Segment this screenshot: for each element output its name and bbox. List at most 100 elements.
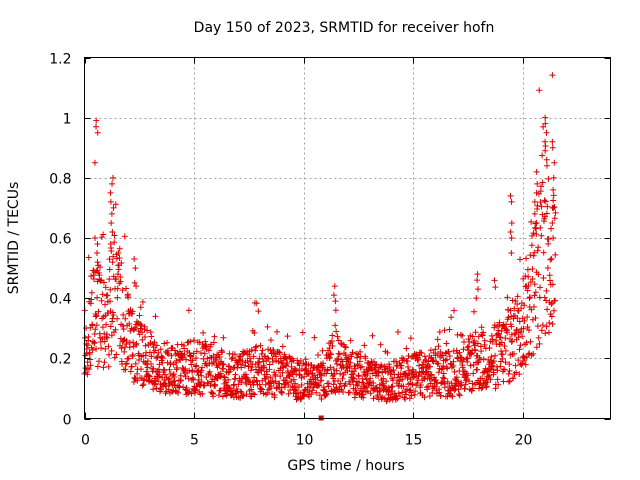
data-point: [129, 351, 136, 358]
data-point: [484, 379, 491, 386]
data-point: [138, 322, 145, 329]
data-point: [133, 341, 140, 348]
data-point: [377, 341, 384, 348]
data-point: [97, 264, 104, 271]
data-point: [201, 382, 208, 389]
data-point: [464, 358, 471, 365]
data-point: [386, 361, 393, 368]
data-point: [330, 292, 337, 299]
data-point: [176, 383, 183, 390]
data-point: [512, 362, 519, 369]
data-point: [228, 355, 235, 362]
data-point: [508, 331, 515, 338]
data-point: [320, 360, 327, 367]
data-point: [434, 336, 441, 343]
data-point: [504, 294, 511, 301]
data-point: [237, 388, 244, 395]
data-point: [451, 368, 458, 375]
data-point: [119, 287, 126, 294]
data-point: [346, 389, 353, 396]
data-point: [185, 375, 192, 382]
data-point: [403, 386, 410, 393]
data-point: [200, 329, 207, 336]
data-point: [238, 364, 245, 371]
data-point: [248, 346, 255, 353]
data-point: [166, 375, 173, 382]
data-point: [179, 354, 186, 361]
data-point: [408, 392, 415, 399]
data-point: [109, 309, 116, 316]
data-point: [550, 307, 557, 314]
data-point: [193, 355, 200, 362]
data-point: [328, 338, 335, 345]
data-point: [231, 376, 238, 383]
data-point: [406, 395, 413, 402]
data-point: [311, 334, 318, 341]
data-point: [530, 303, 537, 310]
data-point: [94, 259, 101, 266]
data-point: [521, 302, 528, 309]
data-point: [114, 294, 121, 301]
data-point: [333, 367, 340, 374]
data-point: [535, 244, 542, 251]
data-point: [367, 390, 374, 397]
data-point: [349, 349, 356, 356]
data-point: [453, 374, 460, 381]
data-point: [256, 381, 263, 388]
data-point: [390, 367, 397, 374]
data-point: [91, 159, 98, 166]
data-point: [110, 204, 117, 211]
data-point: [158, 386, 165, 393]
data-point: [437, 392, 444, 399]
data-point: [87, 356, 94, 363]
data-point: [107, 298, 114, 305]
data-point: [202, 341, 209, 348]
data-point: [471, 308, 478, 315]
data-point: [510, 350, 517, 357]
data-point: [144, 327, 151, 334]
data-point: [91, 235, 98, 241]
data-point: [185, 307, 192, 314]
data-point: [173, 366, 180, 373]
data-point: [146, 373, 153, 380]
data-point: [380, 375, 387, 382]
data-point: [494, 376, 501, 383]
x-tick-label: 0: [81, 433, 90, 449]
data-point: [416, 362, 423, 369]
data-point: [171, 377, 178, 384]
data-point: [97, 277, 104, 284]
data-point: [302, 356, 309, 363]
data-point: [451, 387, 458, 394]
data-point: [534, 180, 541, 187]
data-point: [549, 138, 556, 145]
data-point: [269, 390, 276, 397]
data-point: [341, 343, 348, 350]
data-point: [301, 391, 308, 398]
data-point: [435, 369, 442, 376]
data-point: [277, 373, 284, 380]
data-point: [230, 382, 237, 389]
data-point: [549, 204, 556, 211]
data-point: [174, 364, 181, 371]
data-point: [210, 393, 217, 400]
data-point: [313, 389, 320, 396]
data-point: [108, 332, 115, 339]
data-point: [251, 329, 258, 336]
data-point: [92, 313, 99, 320]
data-point: [549, 72, 556, 79]
data-point: [284, 333, 291, 340]
data-point: [101, 338, 108, 345]
data-point: [130, 378, 137, 385]
data-point: [346, 365, 353, 372]
data-point: [549, 281, 556, 288]
data-point: [543, 210, 550, 217]
data-point: [363, 376, 370, 383]
data-point: [542, 213, 549, 220]
data-point: [293, 390, 300, 397]
data-point: [330, 381, 337, 388]
data-point: [275, 358, 282, 365]
data-point: [152, 313, 159, 320]
data-point: [111, 232, 118, 239]
data-point: [193, 362, 200, 369]
data-point: [515, 334, 522, 341]
